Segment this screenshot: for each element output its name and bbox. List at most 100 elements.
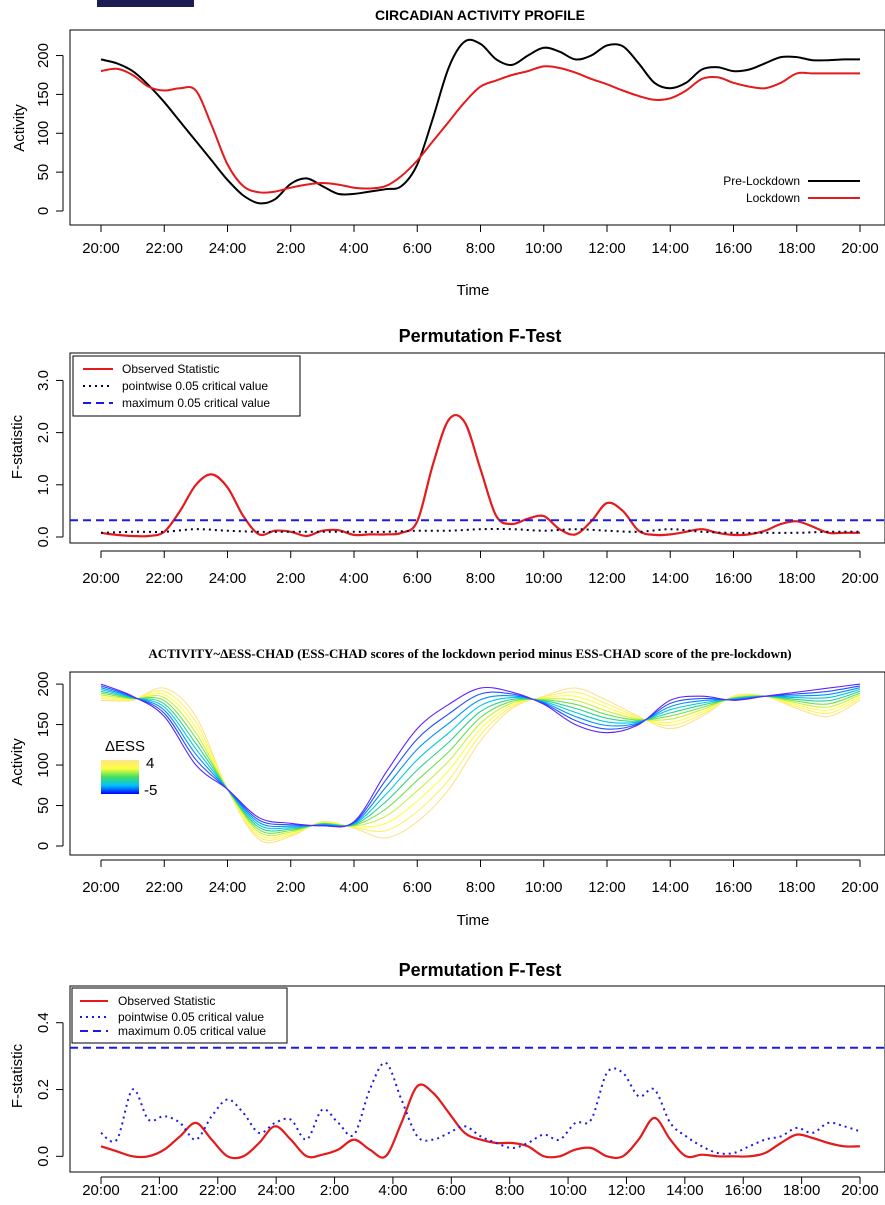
chart1-title: CIRCADIAN ACTIVITY PROFILE: [375, 7, 585, 23]
x-tick-label: 22:00: [145, 570, 183, 587]
chart4-ylabel: F-statistic: [9, 1043, 26, 1108]
chart2-legend: Observed Statistic pointwise 0.05 critic…: [72, 355, 301, 417]
x-tick-label: 18:00: [778, 240, 816, 257]
y-tick-label: 3.0: [35, 370, 52, 391]
chart1-legend-lock: Lockdown: [746, 191, 800, 205]
chart1-ylabel: Activity: [11, 104, 28, 152]
chart1-legend: Pre-Lockdown Lockdown: [723, 174, 860, 205]
y-tick-label: 50: [35, 797, 52, 814]
series-line-observed-statistic: [100, 414, 860, 538]
series-line-observed-statistic: [100, 1083, 861, 1160]
chart4-legend-point: pointwise 0.05 critical value: [118, 1010, 264, 1024]
y-tick-label: 150: [35, 712, 52, 737]
series-line-lockdown: [100, 65, 860, 194]
chart2-legend-point: pointwise 0.05 critical value: [122, 379, 268, 393]
chart3-colorbar-label: ΔESS: [105, 738, 145, 755]
y-tick-label: 0: [35, 842, 52, 850]
x-tick-label: 14:00: [651, 879, 689, 896]
x-tick-label: 10:00: [525, 570, 563, 587]
x-tick-label: 20:00: [841, 240, 879, 257]
ess-curve: [100, 685, 861, 828]
chart3-plot-area: [100, 683, 861, 844]
x-tick-label: 20:00: [841, 570, 879, 587]
chart2-title: Permutation F-Test: [399, 326, 562, 346]
series-line-pointwise-0-05-critical-value: [100, 527, 861, 534]
x-tick-label: 2:00: [276, 879, 305, 896]
y-tick-label: 0.0: [35, 527, 52, 548]
x-tick-label: 6:00: [403, 879, 432, 896]
x-tick-label: 14:00: [651, 240, 689, 257]
y-tick-label: 100: [35, 753, 52, 778]
x-tick-label: 2:00: [276, 570, 305, 587]
x-tick-label: 22:00: [145, 240, 183, 257]
y-tick-label: 0: [35, 207, 52, 215]
chart2-ylabel: F-statistic: [9, 414, 26, 479]
series-line-pre-lockdown: [100, 38, 861, 205]
x-tick-label: 18:00: [778, 570, 816, 587]
logo-block: [97, 0, 194, 7]
x-tick-label: 20:00: [841, 1182, 879, 1199]
x-tick-label: 20:00: [82, 1182, 120, 1199]
x-tick-label: 18:00: [778, 879, 816, 896]
chart4-plot-area: [70, 1046, 885, 1160]
x-tick-label: 12:00: [588, 240, 626, 257]
chart3-colorbar: ΔESS 4 -5: [101, 738, 157, 799]
x-tick-label: 2:00: [276, 240, 305, 257]
chart2-legend-obs: Observed Statistic: [122, 362, 219, 376]
chart4-legend-obs: Observed Statistic: [118, 994, 215, 1008]
y-tick-label: 1.0: [35, 474, 52, 495]
chart1-xlabel: Time: [457, 282, 490, 299]
x-tick-label: 20:00: [82, 879, 120, 896]
y-tick-label: 0.2: [35, 1079, 52, 1100]
x-tick-label: 16:00: [724, 1182, 762, 1199]
x-tick-label: 4:00: [378, 1182, 407, 1199]
chart2-plot-area: [70, 414, 885, 538]
x-tick-label: 2:00: [320, 1182, 349, 1199]
x-tick-label: 16:00: [715, 240, 753, 257]
x-tick-label: 20:00: [82, 240, 120, 257]
x-tick-label: 16:00: [715, 879, 753, 896]
x-tick-label: 21:00: [141, 1182, 179, 1199]
chart2-frame: [69, 352, 885, 544]
x-tick-label: 6:00: [403, 570, 432, 587]
x-tick-label: 12:00: [608, 1182, 646, 1199]
chart4-frame: [69, 985, 885, 1173]
chart4-legend: Observed Statistic pointwise 0.05 critic…: [71, 987, 288, 1044]
x-tick-label: 4:00: [339, 879, 368, 896]
y-tick-label: 0.0: [35, 1146, 52, 1167]
y-tick-label: 200: [35, 672, 52, 697]
x-tick-label: 22:00: [199, 1182, 237, 1199]
ess-curve: [100, 683, 861, 828]
x-tick-label: 8:00: [466, 240, 495, 257]
x-tick-label: 14:00: [651, 570, 689, 587]
x-tick-label: 10:00: [525, 240, 563, 257]
chart3-title: ACTIVITY~ΔESS-CHAD (ESS-CHAD scores of t…: [148, 646, 791, 661]
x-tick-label: 24:00: [257, 1182, 295, 1199]
chart1-legend-pre: Pre-Lockdown: [723, 174, 800, 188]
y-tick-label: 200: [35, 43, 52, 68]
chart3-frame: [69, 671, 885, 856]
chart3-colorbar-ramp: [101, 760, 139, 794]
x-tick-label: 24:00: [209, 879, 247, 896]
chart4-legend-max: maximum 0.05 critical value: [118, 1024, 266, 1038]
x-tick-label: 16:00: [715, 570, 753, 587]
chart4-title: Permutation F-Test: [399, 960, 562, 980]
chart3-colorbar-min: -5: [144, 782, 157, 799]
x-tick-label: 4:00: [339, 240, 368, 257]
x-tick-label: 18:00: [783, 1182, 821, 1199]
x-tick-label: 10:00: [525, 879, 563, 896]
x-tick-label: 20:00: [82, 570, 120, 587]
x-tick-label: 22:00: [145, 879, 183, 896]
chart3-ylabel: Activity: [9, 738, 26, 786]
x-tick-label: 24:00: [209, 240, 247, 257]
x-tick-label: 6:00: [403, 240, 432, 257]
y-tick-label: 2.0: [35, 422, 52, 443]
x-tick-label: 8:00: [495, 1182, 524, 1199]
chart1-plot-area: [100, 38, 861, 205]
y-tick-label: 0.4: [35, 1012, 52, 1033]
y-tick-label: 150: [35, 82, 52, 107]
x-tick-label: 14:00: [666, 1182, 704, 1199]
x-tick-label: 4:00: [339, 570, 368, 587]
chart4-legend-box: [71, 987, 288, 1044]
